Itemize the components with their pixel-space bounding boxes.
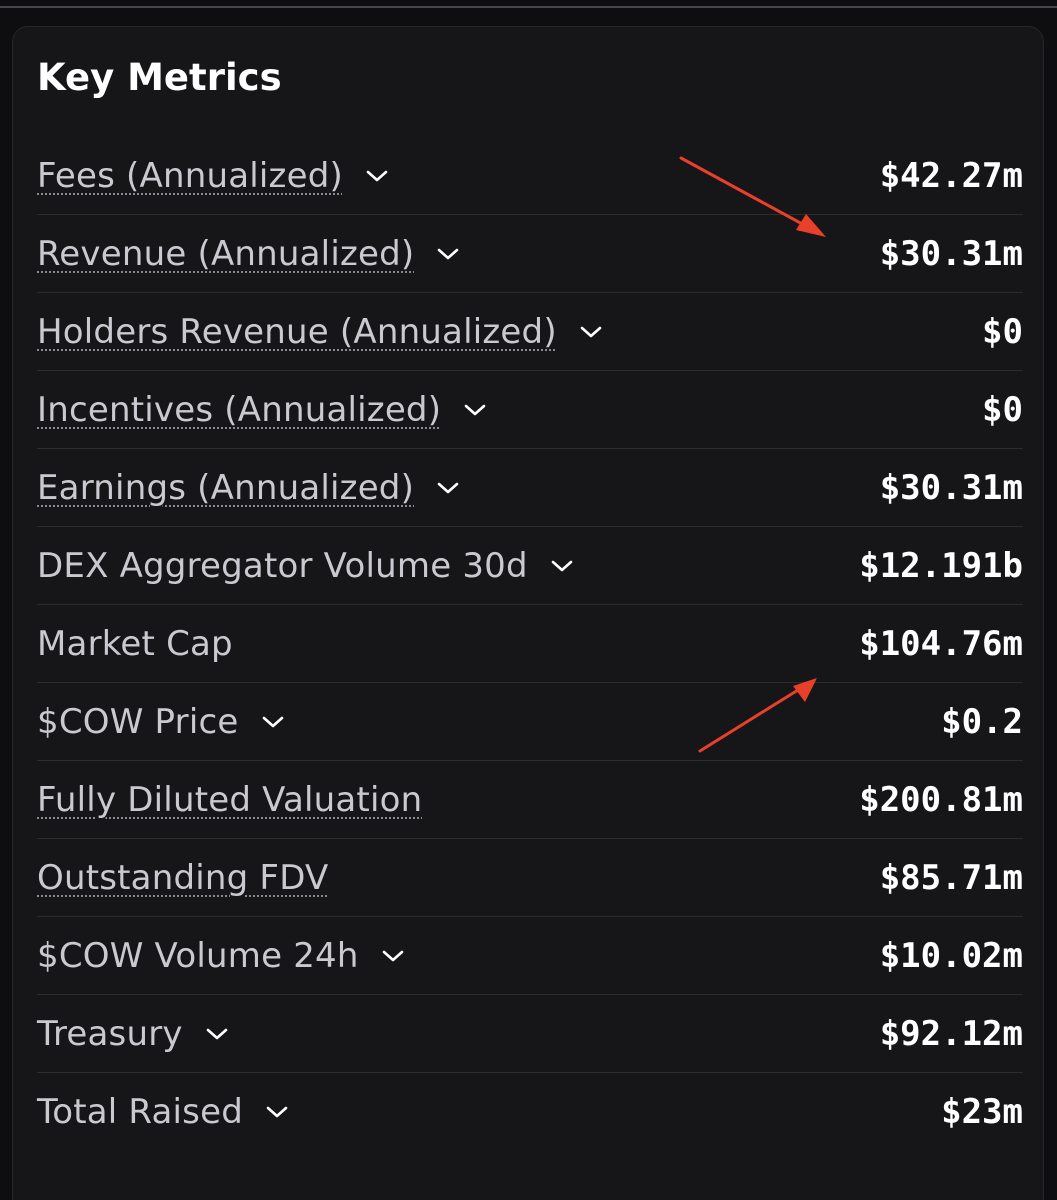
metric-label[interactable]: Revenue (Annualized): [37, 233, 415, 274]
metric-label: Treasury: [37, 1013, 183, 1054]
metric-value: $42.27m: [879, 155, 1023, 196]
chevron-down-icon[interactable]: [265, 1105, 289, 1119]
chevron-down-icon[interactable]: [579, 325, 603, 339]
chevron-down-icon[interactable]: [436, 481, 460, 495]
metric-row-total-raised[interactable]: Total Raised $23m: [37, 1073, 1023, 1151]
metric-value: $10.02m: [879, 935, 1023, 976]
metric-row-outstanding-fdv: Outstanding FDV $85.71m: [37, 839, 1023, 917]
key-metrics-card: Key Metrics Fees (Annualized) $42.27m Re…: [12, 26, 1044, 1200]
metric-value: $30.31m: [879, 233, 1023, 274]
metric-row-earnings[interactable]: Earnings (Annualized) $30.31m: [37, 449, 1023, 527]
metric-label[interactable]: Fully Diluted Valuation: [37, 779, 423, 820]
metric-row-holders-revenue[interactable]: Holders Revenue (Annualized) $0: [37, 293, 1023, 371]
chevron-down-icon[interactable]: [436, 247, 460, 261]
metric-row-fees[interactable]: Fees (Annualized) $42.27m: [37, 137, 1023, 215]
metric-value: $30.31m: [879, 467, 1023, 508]
card-title: Key Metrics: [37, 56, 282, 99]
metric-value: $0: [982, 389, 1023, 430]
metric-row-revenue[interactable]: Revenue (Annualized) $30.31m: [37, 215, 1023, 293]
metric-value: $12.191b: [859, 545, 1023, 586]
metric-label: $COW Volume 24h: [37, 935, 359, 976]
metric-label: Total Raised: [37, 1092, 243, 1132]
metric-label: DEX Aggregator Volume 30d: [37, 545, 528, 586]
chevron-down-icon[interactable]: [463, 403, 487, 417]
metric-label[interactable]: Holders Revenue (Annualized): [37, 311, 557, 352]
chevron-down-icon[interactable]: [365, 169, 389, 183]
metric-row-cow-volume-24h[interactable]: $COW Volume 24h $10.02m: [37, 917, 1023, 995]
metric-value: $85.71m: [879, 857, 1023, 898]
metric-row-cow-price[interactable]: $COW Price $0.2: [37, 683, 1023, 761]
metric-value: $200.81m: [859, 779, 1023, 820]
chevron-down-icon[interactable]: [550, 559, 574, 573]
metrics-list: Fees (Annualized) $42.27m Revenue (Annua…: [37, 137, 1023, 1151]
metric-label[interactable]: Earnings (Annualized): [37, 467, 415, 508]
metric-row-treasury[interactable]: Treasury $92.12m: [37, 995, 1023, 1073]
metric-value: $92.12m: [879, 1013, 1023, 1054]
metric-value: $0.2: [941, 701, 1023, 742]
metric-row-incentives[interactable]: Incentives (Annualized) $0: [37, 371, 1023, 449]
chevron-down-icon[interactable]: [261, 715, 285, 729]
metric-value: $23m: [941, 1092, 1023, 1132]
metric-label: $COW Price: [37, 701, 239, 742]
metric-value: $0: [982, 311, 1023, 352]
metric-row-market-cap: Market Cap $104.76m: [37, 605, 1023, 683]
metric-label[interactable]: Outstanding FDV: [37, 857, 329, 898]
metric-row-dex-aggregator-volume[interactable]: DEX Aggregator Volume 30d $12.191b: [37, 527, 1023, 605]
metric-label[interactable]: Incentives (Annualized): [37, 389, 442, 430]
chevron-down-icon[interactable]: [381, 949, 405, 963]
metric-value: $104.76m: [859, 623, 1023, 664]
metric-label[interactable]: Fees (Annualized): [37, 155, 343, 196]
metric-label: Market Cap: [37, 623, 233, 664]
chevron-down-icon[interactable]: [205, 1027, 229, 1041]
metric-row-fully-diluted-valuation: Fully Diluted Valuation $200.81m: [37, 761, 1023, 839]
window-top-border: [0, 6, 1057, 8]
